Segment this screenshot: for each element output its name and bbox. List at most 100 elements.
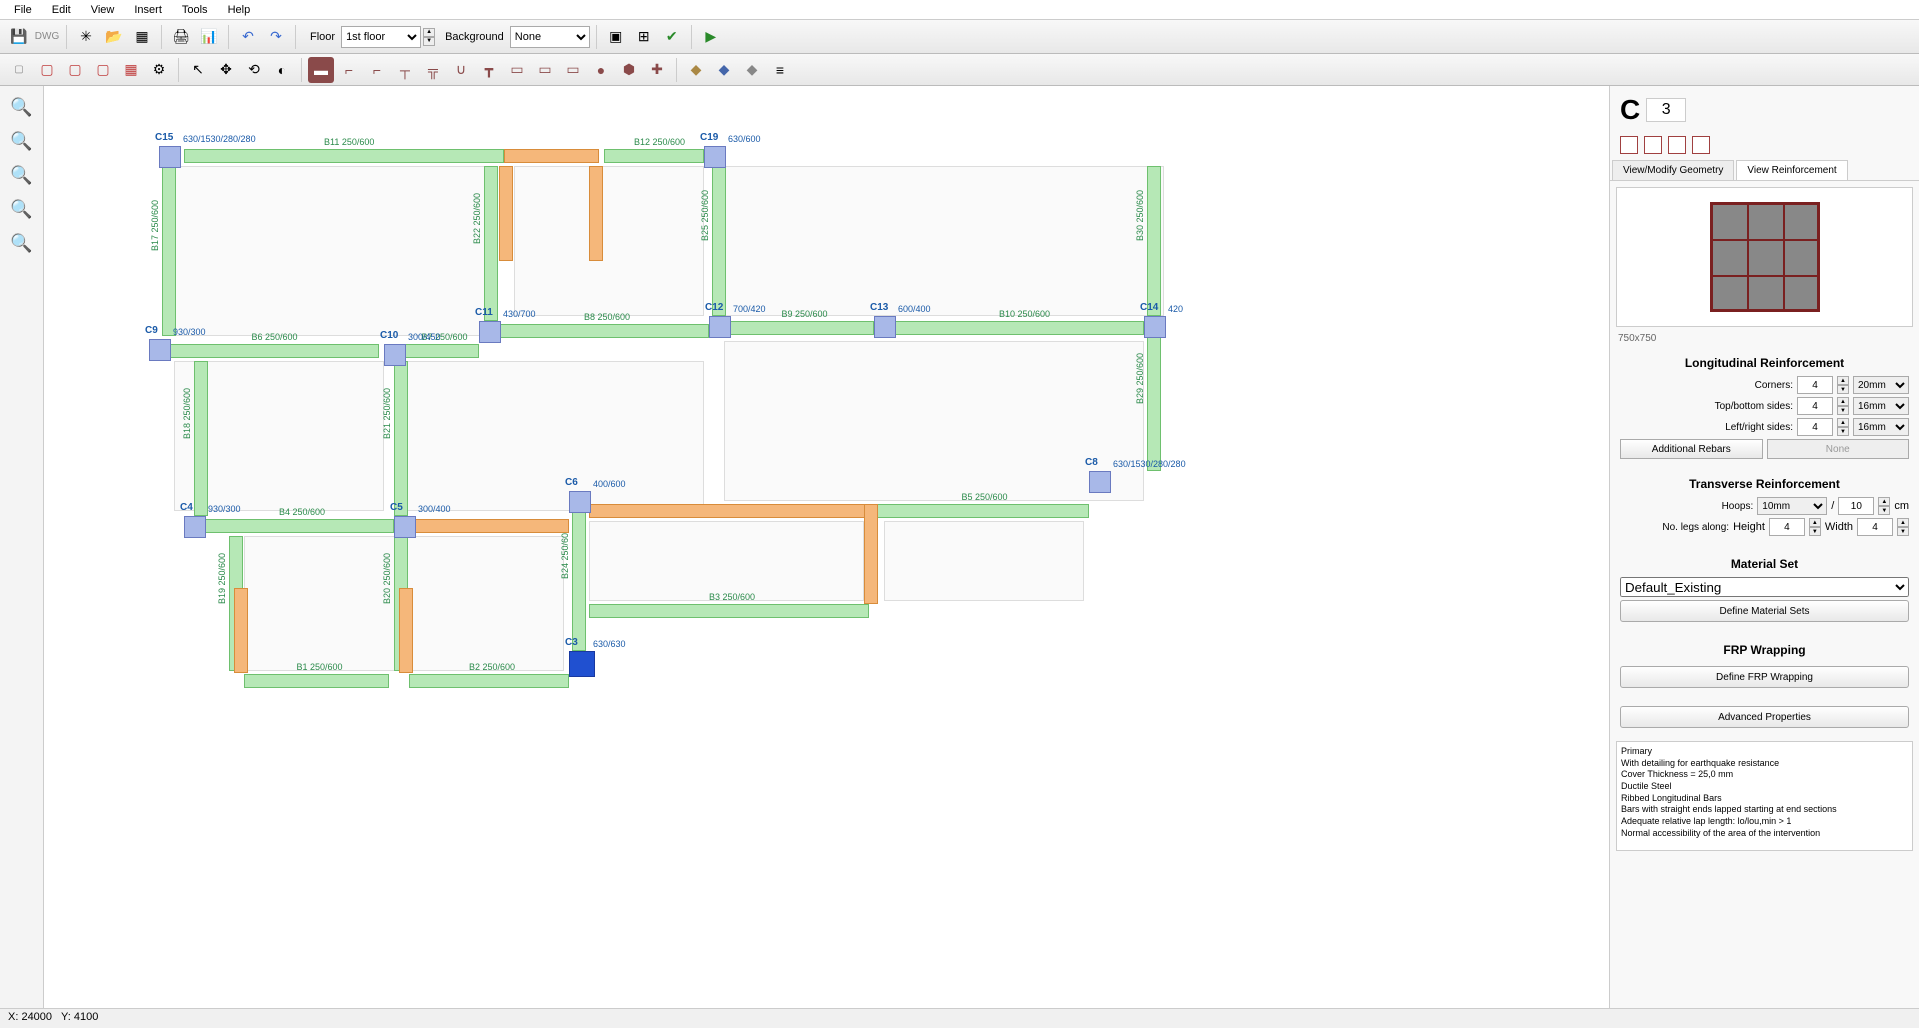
shape4-icon[interactable] bbox=[1692, 136, 1710, 154]
check-button[interactable]: ✔ bbox=[659, 24, 685, 50]
beam-B9[interactable] bbox=[729, 321, 874, 335]
pointer-button[interactable]: ↖ bbox=[185, 57, 211, 83]
stairs-button[interactable]: ≡ bbox=[767, 57, 793, 83]
legs-w-input[interactable] bbox=[1857, 518, 1893, 536]
hoops-dia-select[interactable]: 10mm bbox=[1757, 497, 1827, 515]
wall-W16[interactable] bbox=[499, 166, 513, 261]
spacing-input[interactable] bbox=[1838, 497, 1874, 515]
menu-file[interactable]: File bbox=[4, 2, 42, 17]
floor-select[interactable]: 1st floor bbox=[341, 26, 421, 48]
menu-insert[interactable]: Insert bbox=[124, 2, 172, 17]
save-button[interactable]: 💾 bbox=[6, 24, 32, 50]
snap-button[interactable]: ⊞ bbox=[631, 24, 657, 50]
wall-h[interactable] bbox=[504, 149, 599, 163]
menu-edit[interactable]: Edit bbox=[42, 2, 81, 17]
tb-spinner[interactable]: ▲▼ bbox=[1837, 397, 1849, 415]
additional-rebars-button[interactable]: Additional Rebars bbox=[1620, 439, 1763, 459]
wall-h[interactable] bbox=[414, 519, 569, 533]
beam-B7[interactable] bbox=[404, 344, 479, 358]
run-button[interactable]: ▶ bbox=[698, 24, 724, 50]
zoom-prev-button[interactable]: 🔍 bbox=[7, 228, 37, 258]
column-C5[interactable] bbox=[394, 516, 416, 538]
wall-W2[interactable] bbox=[399, 588, 413, 673]
beam-B2[interactable] bbox=[409, 674, 569, 688]
col-c2-button[interactable]: ▭ bbox=[532, 57, 558, 83]
menu-view[interactable]: View bbox=[81, 2, 125, 17]
legs-w-spinner[interactable]: ▲▼ bbox=[1897, 518, 1909, 536]
zoom-extents-button[interactable]: 🔍 bbox=[7, 194, 37, 224]
mirror-button[interactable]: ◐ bbox=[269, 57, 295, 83]
legs-h-input[interactable] bbox=[1769, 518, 1805, 536]
column-C19[interactable] bbox=[704, 146, 726, 168]
beam-B18[interactable] bbox=[194, 361, 208, 516]
import4-button[interactable]: ▦ bbox=[118, 57, 144, 83]
col-cross-button[interactable]: ✚ bbox=[644, 57, 670, 83]
col-c3-button[interactable]: ▭ bbox=[560, 57, 586, 83]
layers-button[interactable]: ▣ bbox=[603, 24, 629, 50]
lr-dia-select[interactable]: 16mm bbox=[1853, 418, 1909, 436]
corners-spinner[interactable]: ▲▼ bbox=[1837, 376, 1849, 394]
beam-B6[interactable] bbox=[164, 344, 379, 358]
col-circ-button[interactable]: ● bbox=[588, 57, 614, 83]
report-button[interactable]: 📊 bbox=[196, 24, 222, 50]
define-frp-button[interactable]: Define FRP Wrapping bbox=[1620, 666, 1909, 688]
column-C10[interactable] bbox=[384, 344, 406, 366]
slab3-button[interactable]: ◆ bbox=[739, 57, 765, 83]
none-button[interactable]: None bbox=[1767, 439, 1910, 459]
beam-B4[interactable] bbox=[204, 519, 394, 533]
define-materials-button[interactable]: Define Material Sets bbox=[1620, 600, 1909, 622]
column-C8[interactable] bbox=[1089, 471, 1111, 493]
import2-button[interactable]: ▢ bbox=[62, 57, 88, 83]
new-button[interactable]: ✳ bbox=[73, 24, 99, 50]
col-t1-button[interactable]: ┬ bbox=[392, 57, 418, 83]
drawing-canvas[interactable]: B11 250/600B12 250/600B6 250/600B7 250/6… bbox=[44, 86, 1609, 1008]
beam-B24[interactable] bbox=[572, 506, 586, 651]
col-l2-button[interactable]: ⌐ bbox=[364, 57, 390, 83]
lr-input[interactable] bbox=[1797, 418, 1833, 436]
beam-B29[interactable] bbox=[1147, 336, 1161, 471]
wall-[interactable] bbox=[864, 504, 878, 604]
shape1-icon[interactable] bbox=[1620, 136, 1638, 154]
tb-input[interactable] bbox=[1797, 397, 1833, 415]
import1-button[interactable]: ▢ bbox=[34, 57, 60, 83]
redo-button[interactable]: ↷ bbox=[263, 24, 289, 50]
col-c1-button[interactable]: ▭ bbox=[504, 57, 530, 83]
beam-B1[interactable] bbox=[244, 674, 389, 688]
import3-button[interactable]: ▢ bbox=[90, 57, 116, 83]
beam-B30[interactable] bbox=[1147, 166, 1161, 316]
beam-B17[interactable] bbox=[162, 166, 176, 336]
col-u-button[interactable]: ∪ bbox=[448, 57, 474, 83]
wall-h[interactable] bbox=[589, 504, 869, 518]
wall-W1[interactable] bbox=[234, 588, 248, 673]
col-l1-button[interactable]: ⌐ bbox=[336, 57, 362, 83]
material-select[interactable]: Default_Existing bbox=[1620, 577, 1909, 597]
floor-spinner[interactable]: ▲▼ bbox=[423, 28, 435, 46]
shape3-icon[interactable] bbox=[1668, 136, 1686, 154]
tab-reinforcement[interactable]: View Reinforcement bbox=[1736, 160, 1847, 180]
beam-B3[interactable] bbox=[589, 604, 869, 618]
beam-B12[interactable] bbox=[604, 149, 704, 163]
beam-B25[interactable] bbox=[712, 166, 726, 316]
lr-spinner[interactable]: ▲▼ bbox=[1837, 418, 1849, 436]
zoom-in-button[interactable]: 🔍 bbox=[7, 92, 37, 122]
column-C13[interactable] bbox=[874, 316, 896, 338]
beam-B10[interactable] bbox=[894, 321, 1144, 335]
column-C15[interactable] bbox=[159, 146, 181, 168]
wall-B11o[interactable] bbox=[589, 166, 603, 261]
column-C12[interactable] bbox=[709, 316, 731, 338]
bg-select[interactable]: None bbox=[510, 26, 590, 48]
column-C3[interactable] bbox=[569, 651, 595, 677]
column-C14[interactable] bbox=[1144, 316, 1166, 338]
slab2-button[interactable]: ◆ bbox=[711, 57, 737, 83]
beam-B5[interactable] bbox=[874, 504, 1089, 518]
tb-dia-select[interactable]: 16mm bbox=[1853, 397, 1909, 415]
spacing-spinner[interactable]: ▲▼ bbox=[1878, 497, 1890, 515]
advanced-props-button[interactable]: Advanced Properties bbox=[1620, 706, 1909, 728]
tab-geometry[interactable]: View/Modify Geometry bbox=[1612, 160, 1734, 180]
beam-B11[interactable] bbox=[184, 149, 504, 163]
export-dwg-button[interactable]: DWG bbox=[34, 24, 60, 50]
column-C4[interactable] bbox=[184, 516, 206, 538]
corners-input[interactable] bbox=[1797, 376, 1833, 394]
col-t2-button[interactable]: ╦ bbox=[420, 57, 446, 83]
zoom-out-button[interactable]: 🔍 bbox=[7, 126, 37, 156]
